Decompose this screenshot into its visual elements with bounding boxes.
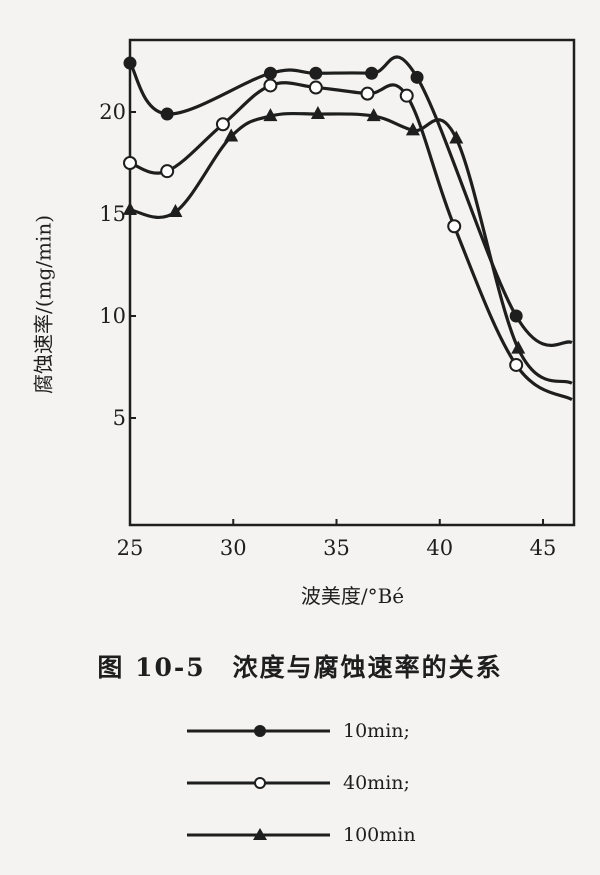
legend-label: 100min xyxy=(343,824,416,846)
x-tick-label: 25 xyxy=(117,536,144,560)
series-line-100min xyxy=(129,111,573,385)
data-point xyxy=(215,117,230,132)
data-point xyxy=(263,78,278,93)
data-point xyxy=(405,122,420,136)
line-chart: 25 30 35 40 45 5 10 15 20 xyxy=(99,38,576,560)
data-point xyxy=(308,80,323,95)
x-tick-label: 45 xyxy=(530,536,557,560)
y-tick-label: 10 xyxy=(99,304,126,328)
data-point xyxy=(360,86,375,101)
data-point xyxy=(123,201,137,215)
figure-caption: 图 10-5 浓度与腐蚀速率的关系 xyxy=(97,653,503,682)
series-line-10min xyxy=(128,55,573,347)
filled-circle-marker-icon xyxy=(187,725,330,737)
data-point xyxy=(123,56,137,70)
x-axis-label: 波美度/°Bé xyxy=(300,584,405,608)
legend-item-100min: 100min xyxy=(185,809,416,861)
data-point xyxy=(160,164,175,179)
data-point xyxy=(123,156,137,170)
data-point xyxy=(410,70,424,84)
legend-label: 10min; xyxy=(343,720,410,742)
legend-item-10min: 10min; xyxy=(185,705,416,757)
data-point xyxy=(399,88,414,103)
plot-frame xyxy=(128,38,576,527)
legend: 10min; 40min; 100min xyxy=(185,705,416,861)
data-point xyxy=(263,66,277,80)
series-line-40min xyxy=(129,81,573,402)
data-point xyxy=(509,309,523,323)
data-point xyxy=(168,203,183,217)
data-point xyxy=(160,107,174,121)
y-tick-label: 5 xyxy=(113,406,126,430)
x-tick-label: 30 xyxy=(220,536,247,560)
data-point xyxy=(224,128,239,142)
open-circle-marker-icon xyxy=(187,777,330,789)
data-point xyxy=(365,66,379,80)
data-point xyxy=(366,108,381,122)
legend-label: 40min; xyxy=(343,772,410,794)
data-point xyxy=(511,340,526,354)
legend-item-40min: 40min; xyxy=(185,757,416,809)
data-point xyxy=(449,130,464,144)
filled-triangle-marker-icon xyxy=(187,828,330,840)
data-point xyxy=(263,108,278,122)
data-point xyxy=(447,219,462,234)
y-axis-label: 腐蚀速率/(mg/min) xyxy=(31,214,56,395)
data-point xyxy=(309,66,323,80)
x-tick-label: 40 xyxy=(426,536,453,560)
data-point xyxy=(310,106,325,120)
x-tick-label: 35 xyxy=(323,536,350,560)
y-tick-label: 15 xyxy=(99,202,126,226)
y-tick-label: 20 xyxy=(99,100,126,124)
data-point xyxy=(509,357,524,372)
